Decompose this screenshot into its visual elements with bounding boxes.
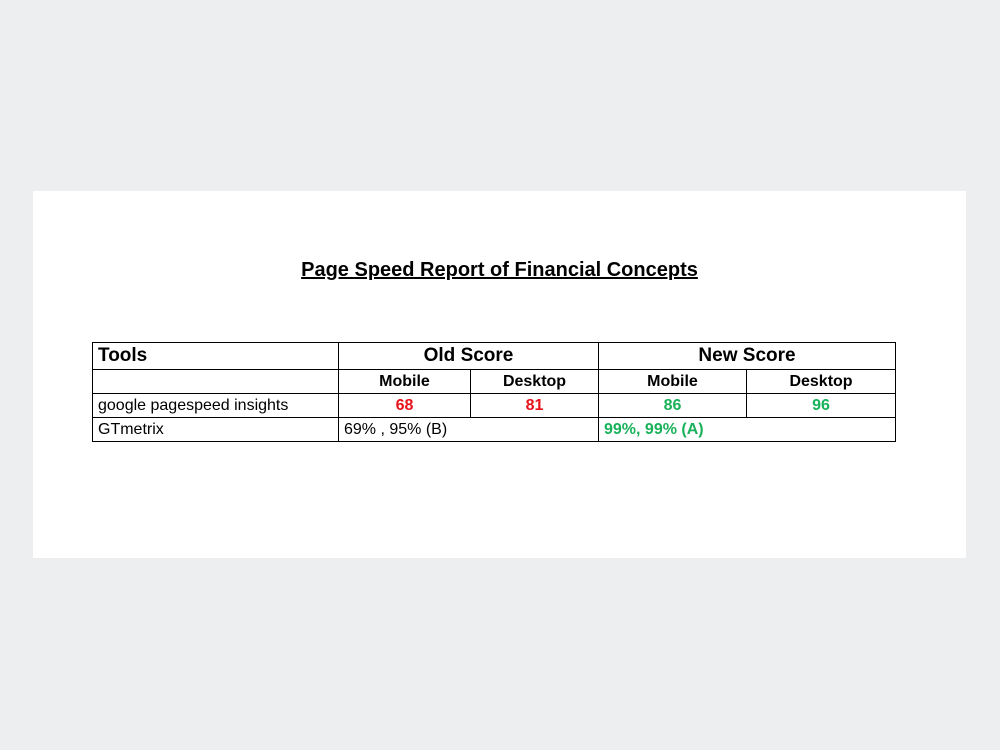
score-table: Tools Old Score New Score Mobile Desktop… [92,342,896,442]
subheader-cell: Desktop [746,369,896,394]
subheader-row: Mobile Desktop Mobile Desktop [92,369,896,394]
header-cell: Tools [92,342,339,370]
score-cell: 68 [338,393,471,418]
subheader-cell: Mobile [598,369,747,394]
score-cell: 96 [746,393,896,418]
subheader-cell: Desktop [470,369,599,394]
header-cell: Old Score [338,342,599,370]
empty-cell [92,369,339,394]
title: Page Speed Report of Financial Concepts [301,259,698,281]
row: google pagespeed insights 68 81 86 96 [92,393,896,418]
tool-cell: GTmetrix [92,417,339,442]
header-row: Tools Old Score New Score [92,342,896,370]
header-cell: New Score [598,342,896,370]
score-cell: 99%, 99% (A) [598,417,896,442]
score-cell: 86 [598,393,747,418]
row: GTmetrix 69% , 95% (B) 99%, 99% (A) [92,417,896,442]
subheader-cell: Mobile [338,369,471,394]
score-cell: 81 [470,393,599,418]
document: Page Speed Report of Financial Concepts … [33,191,966,558]
score-cell: 69% , 95% (B) [338,417,599,442]
tool-cell: google pagespeed insights [92,393,339,418]
